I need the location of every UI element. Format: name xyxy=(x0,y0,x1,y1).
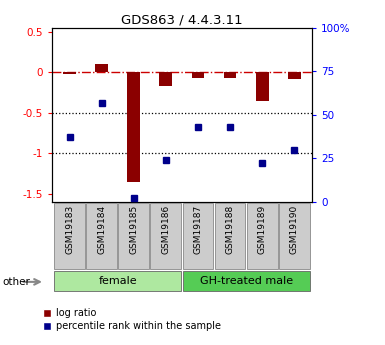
Bar xyxy=(159,72,172,86)
Text: GSM19185: GSM19185 xyxy=(129,205,138,254)
Bar xyxy=(63,72,76,74)
Bar xyxy=(247,203,278,269)
Text: other: other xyxy=(2,277,30,287)
Text: GSM19186: GSM19186 xyxy=(161,205,171,254)
Bar xyxy=(95,64,108,72)
Text: GSM19184: GSM19184 xyxy=(97,205,106,254)
Bar xyxy=(279,203,310,269)
Bar xyxy=(224,72,236,78)
Text: GSM19190: GSM19190 xyxy=(290,205,299,254)
Bar xyxy=(182,203,213,269)
Bar xyxy=(288,72,301,79)
Text: GSM19183: GSM19183 xyxy=(65,205,74,254)
Bar xyxy=(151,203,181,269)
Bar xyxy=(256,72,269,100)
Bar xyxy=(54,203,85,269)
Text: GSM19188: GSM19188 xyxy=(226,205,234,254)
Text: female: female xyxy=(99,276,137,286)
Bar xyxy=(215,203,246,269)
Text: GH-treated male: GH-treated male xyxy=(199,276,293,286)
Bar xyxy=(182,271,310,291)
Bar xyxy=(119,203,149,269)
Bar xyxy=(86,203,117,269)
Title: GDS863 / 4.4.3.11: GDS863 / 4.4.3.11 xyxy=(121,13,243,27)
Bar xyxy=(127,72,140,181)
Legend: log ratio, percentile rank within the sample: log ratio, percentile rank within the sa… xyxy=(44,308,221,332)
Text: GSM19189: GSM19189 xyxy=(258,205,267,254)
Bar xyxy=(54,271,181,291)
Bar xyxy=(192,72,204,78)
Text: GSM19187: GSM19187 xyxy=(193,205,203,254)
